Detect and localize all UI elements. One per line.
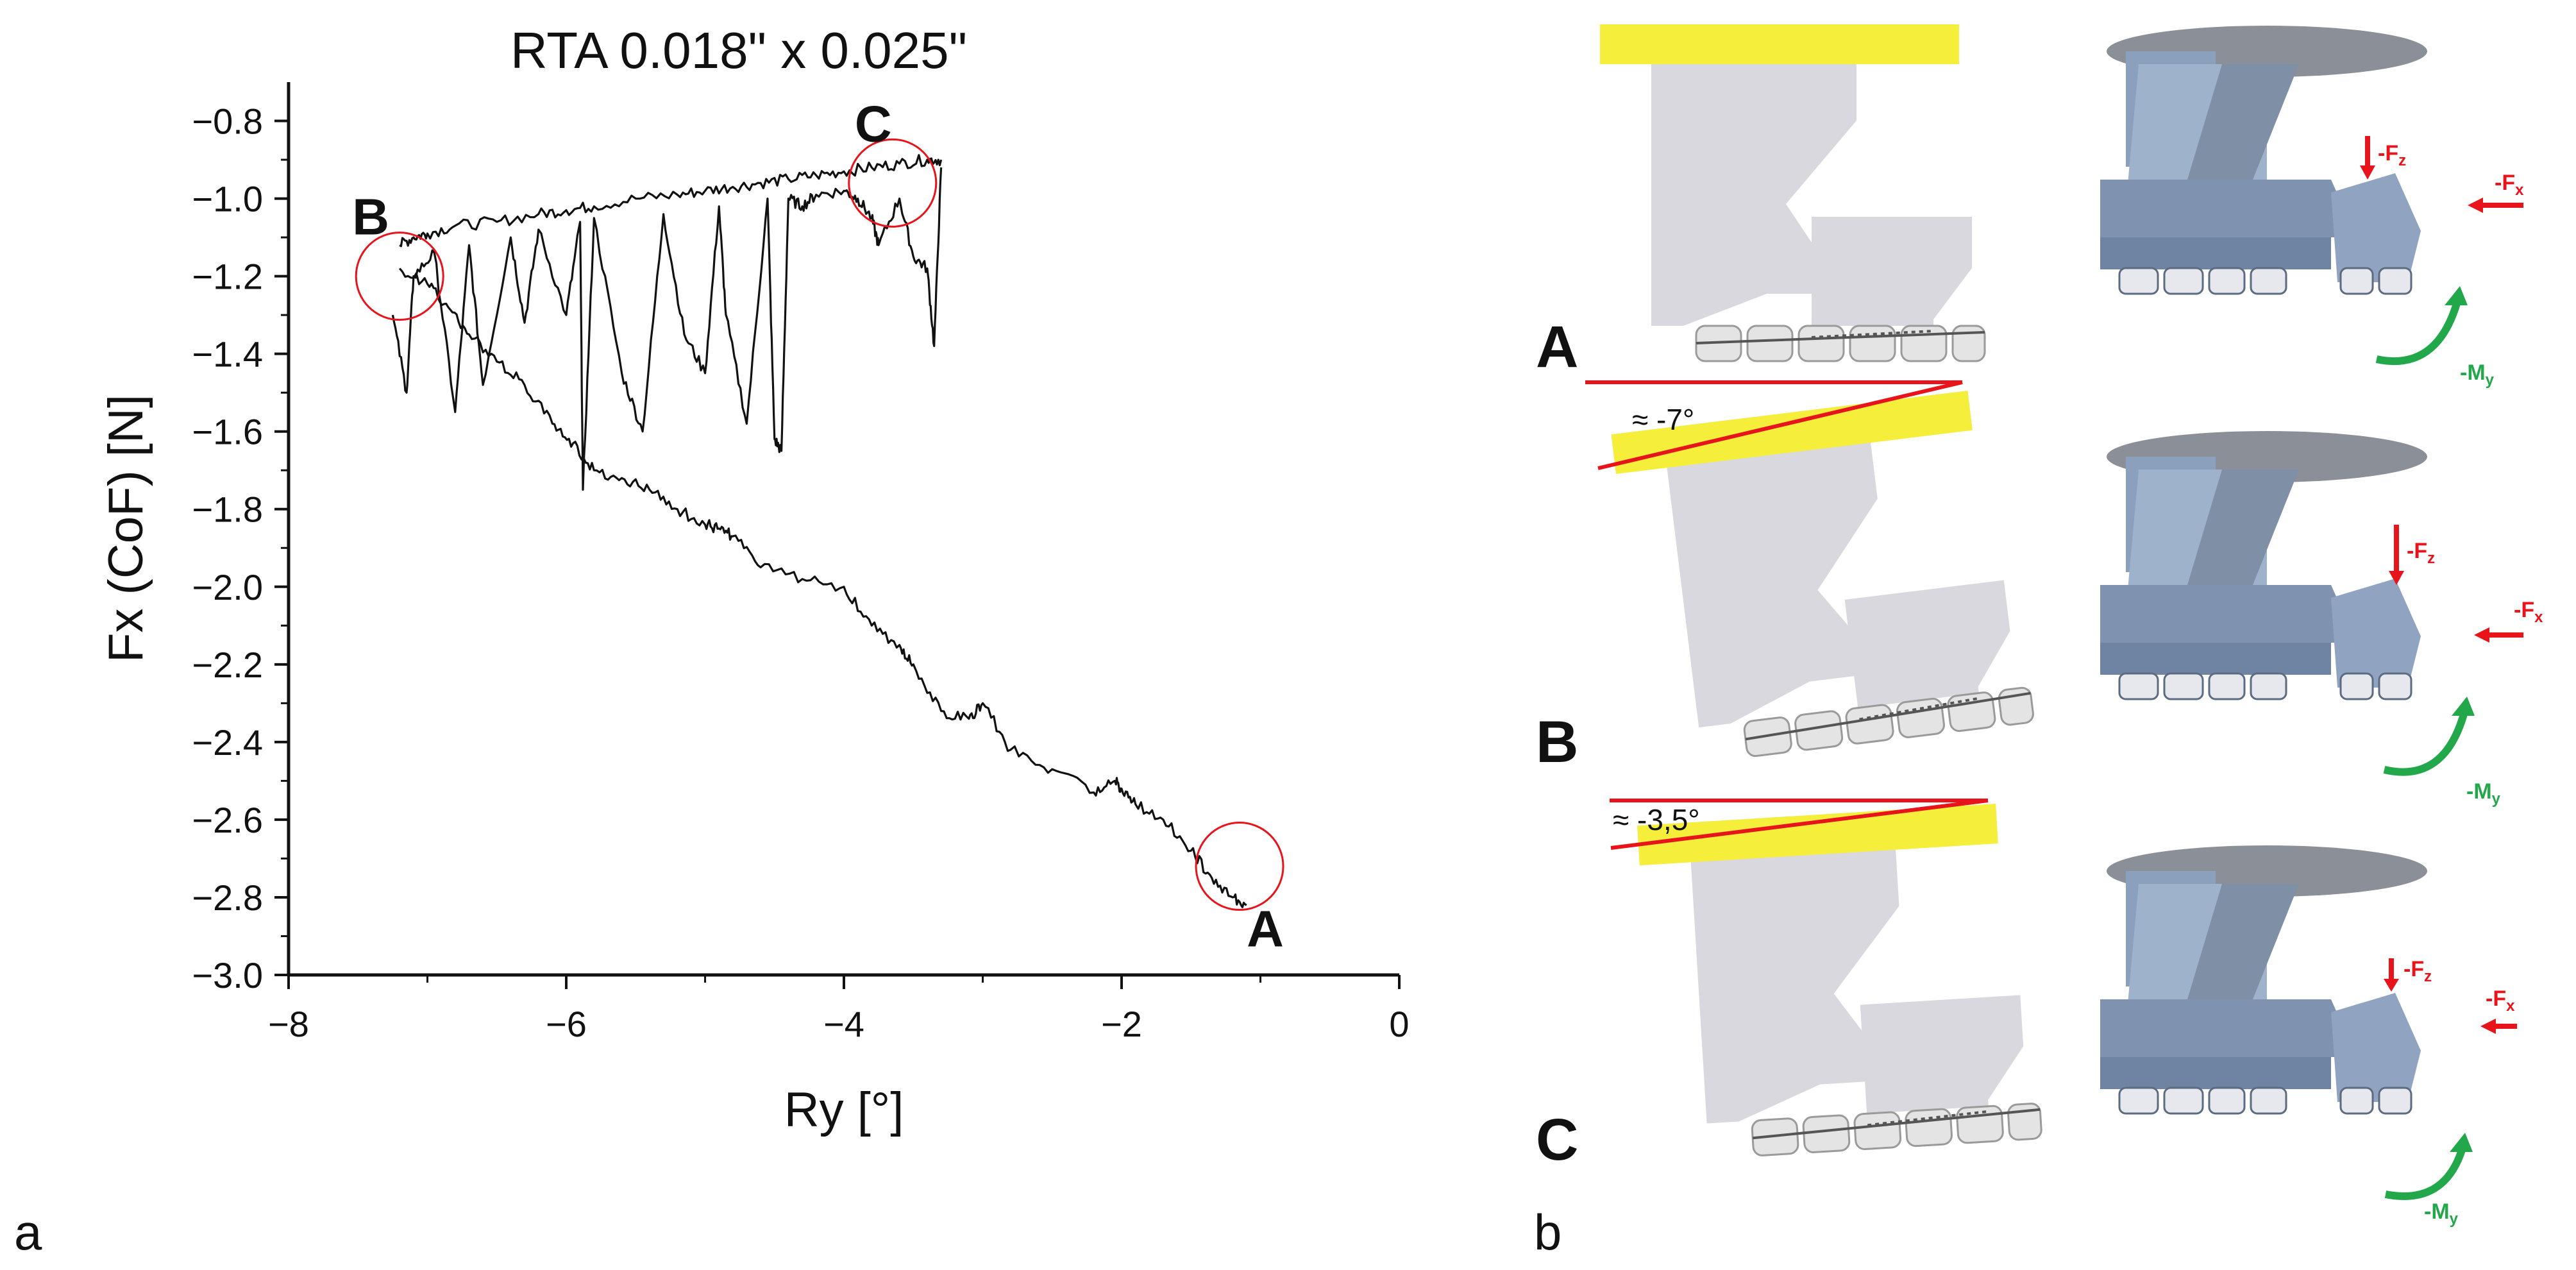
y-tick-label: −2.8 xyxy=(192,877,263,918)
svg-text:-Fz: -Fz xyxy=(2403,957,2432,985)
series-layer xyxy=(391,154,1247,909)
x-tick-label: −8 xyxy=(268,1004,309,1044)
series-line-1 xyxy=(398,267,1247,909)
row-c: ≈ -3,5° C -Fz -Fx -My xyxy=(1536,799,2517,1228)
annotation-label-a: A xyxy=(1247,901,1284,958)
series-line-2 xyxy=(399,154,943,248)
x-axis-ticks: −8 −6 −4 −2 0 xyxy=(268,975,1410,1044)
chart-title: RTA 0.018" x 0.025" xyxy=(510,22,967,79)
x-tick-label: −6 xyxy=(546,1004,587,1044)
row-b: ≈ -7° B -Fz -Fx -My xyxy=(1536,380,2543,808)
y-tick-label: −1.2 xyxy=(192,257,263,297)
series-line-3 xyxy=(391,167,943,491)
svg-text:-Fz: -Fz xyxy=(2378,141,2406,169)
row-label-c: C xyxy=(1536,1107,1578,1173)
row-label-b: B xyxy=(1536,709,1578,775)
annotation-label-c: C xyxy=(855,95,892,152)
angle-line-c xyxy=(1610,799,1989,850)
y-tick-label: −2.6 xyxy=(192,800,263,840)
moment-my-arrow: -My xyxy=(2384,1133,2473,1228)
force-fx-arrow: -Fx xyxy=(2468,171,2524,213)
y-axis-title: Fx (CoF) [N] xyxy=(99,394,153,663)
force-fz-arrow: -Fz xyxy=(2384,957,2432,992)
panel-label-a: a xyxy=(14,1204,42,1260)
x-tick-label: −4 xyxy=(823,1004,864,1044)
angle-line-b xyxy=(1597,380,1963,470)
y-tick-label: −2.0 xyxy=(192,567,263,607)
svg-text:-Fx: -Fx xyxy=(2495,171,2524,199)
y-tick-label: −1.0 xyxy=(192,179,263,219)
angle-label-c: ≈ -3,5° xyxy=(1613,803,1700,836)
svg-text:-Fx: -Fx xyxy=(2486,986,2515,1015)
panel-label-b: b xyxy=(1534,1204,1562,1260)
panel-a: a RTA 0.018" x 0.025" A B C −8 −6 −4 −2 0 −0.8… xyxy=(14,22,1410,1260)
y-tick-label: −1.4 xyxy=(192,334,263,375)
angle-label-b: ≈ -7° xyxy=(1632,403,1694,436)
force-fx-arrow: -Fx xyxy=(2480,986,2517,1034)
svg-text:-Fx: -Fx xyxy=(2514,598,2543,626)
annotation-label-b: B xyxy=(352,189,389,246)
annotation-layer: A B C xyxy=(352,95,1284,958)
annotation-circle-b xyxy=(355,232,444,321)
force-fx-arrow: -Fx xyxy=(2474,598,2543,643)
force-fz-arrow: -Fz xyxy=(2389,525,2435,585)
x-axis-title: Ry [°] xyxy=(784,1083,904,1137)
annotation-circle-c xyxy=(848,138,938,228)
panel-b: b xyxy=(1534,23,2543,1260)
svg-text:-Fz: -Fz xyxy=(2407,539,2435,567)
y-tick-label: −2.2 xyxy=(192,645,263,685)
moment-my-arrow: -My xyxy=(2375,286,2495,389)
force-fz-arrow: -Fz xyxy=(2360,136,2406,180)
row-label-a: A xyxy=(1536,314,1578,380)
y-tick-label: −1.8 xyxy=(192,489,263,530)
svg-text:-My: -My xyxy=(2466,779,2501,808)
x-tick-label: −2 xyxy=(1101,1004,1142,1044)
x-tick-label: 0 xyxy=(1389,1004,1409,1044)
y-axis-ticks: −0.8 −1.0 −1.2 −1.4 −1.6 −1.8 −2.0 −2.2 −2.4 −2.6… xyxy=(192,101,289,995)
plot-area: A B C −8 −6 −4 −2 0 −0.8 −1.0 −1.2 −1.4 −1.6 −1.8 −2… xyxy=(192,82,1410,1044)
y-tick-label: −2.4 xyxy=(192,722,263,763)
moment-my-arrow: -My xyxy=(2383,697,2501,808)
annotation-circle-a xyxy=(1195,822,1284,911)
y-tick-label: −3.0 xyxy=(192,955,263,995)
svg-text:-My: -My xyxy=(2424,1199,2459,1228)
y-tick-label: −0.8 xyxy=(192,101,263,142)
y-tick-label: −1.6 xyxy=(192,412,263,452)
row-a: A -Fz -Fx -My xyxy=(1536,23,2524,389)
svg-text:-My: -My xyxy=(2460,360,2495,389)
